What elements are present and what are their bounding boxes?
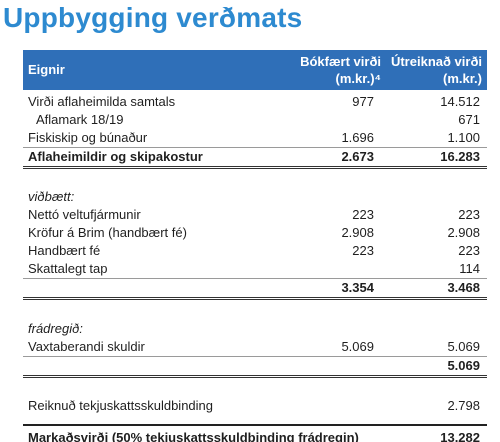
header-calculated-value: Útreiknað virði (m.kr.) — [390, 54, 482, 86]
section-label-added: viðbætt: — [28, 189, 75, 204]
table-row: Fiskiskip og búnaður 1.696 1.100 — [28, 130, 480, 145]
table-row: Reiknuð tekjuskattsskuldbinding 2.798 — [28, 398, 480, 413]
double-divider — [23, 297, 487, 300]
table-row: Virði aflaheimilda samtals 977 14.512 — [28, 94, 480, 109]
table-row: Skattalegt tap 114 — [28, 261, 480, 276]
divider — [23, 356, 487, 357]
subtotal-row: 3.354 3.468 — [341, 280, 480, 295]
subtotal-row: Aflaheimildir og skipakostur 2.673 16.28… — [28, 149, 480, 164]
table-row: Aflamark 18/19 671 — [36, 112, 480, 127]
header-book-value: Bókfært virði (m.kr.)⁴ — [300, 54, 381, 86]
table-row: Nettó veltufjármunir 223 223 — [28, 207, 480, 222]
valuation-table: Eignir Bókfært virði (m.kr.)⁴ Útreiknað … — [23, 50, 487, 442]
table-header: Eignir Bókfært virði (m.kr.)⁴ Útreiknað … — [23, 50, 487, 90]
divider — [23, 278, 487, 279]
page-title: Uppbygging verðmats — [3, 2, 303, 33]
subtotal-row: 5.069 — [447, 358, 480, 373]
divider — [23, 147, 487, 148]
section-label-deducted: frádregið: — [28, 321, 83, 336]
table-row: Vaxtaberandi skuldir 5.069 5.069 — [28, 339, 480, 354]
divider — [23, 424, 487, 426]
header-assets: Eignir — [28, 62, 65, 77]
table-row: Kröfur á Brim (handbært fé) 2.908 2.908 — [28, 225, 480, 240]
total-row: Markaðsvirði (50% tekjuskattsskuldbindin… — [28, 430, 480, 442]
double-divider — [23, 375, 487, 378]
table-row: Handbært fé 223 223 — [28, 243, 480, 258]
double-divider — [23, 166, 487, 169]
